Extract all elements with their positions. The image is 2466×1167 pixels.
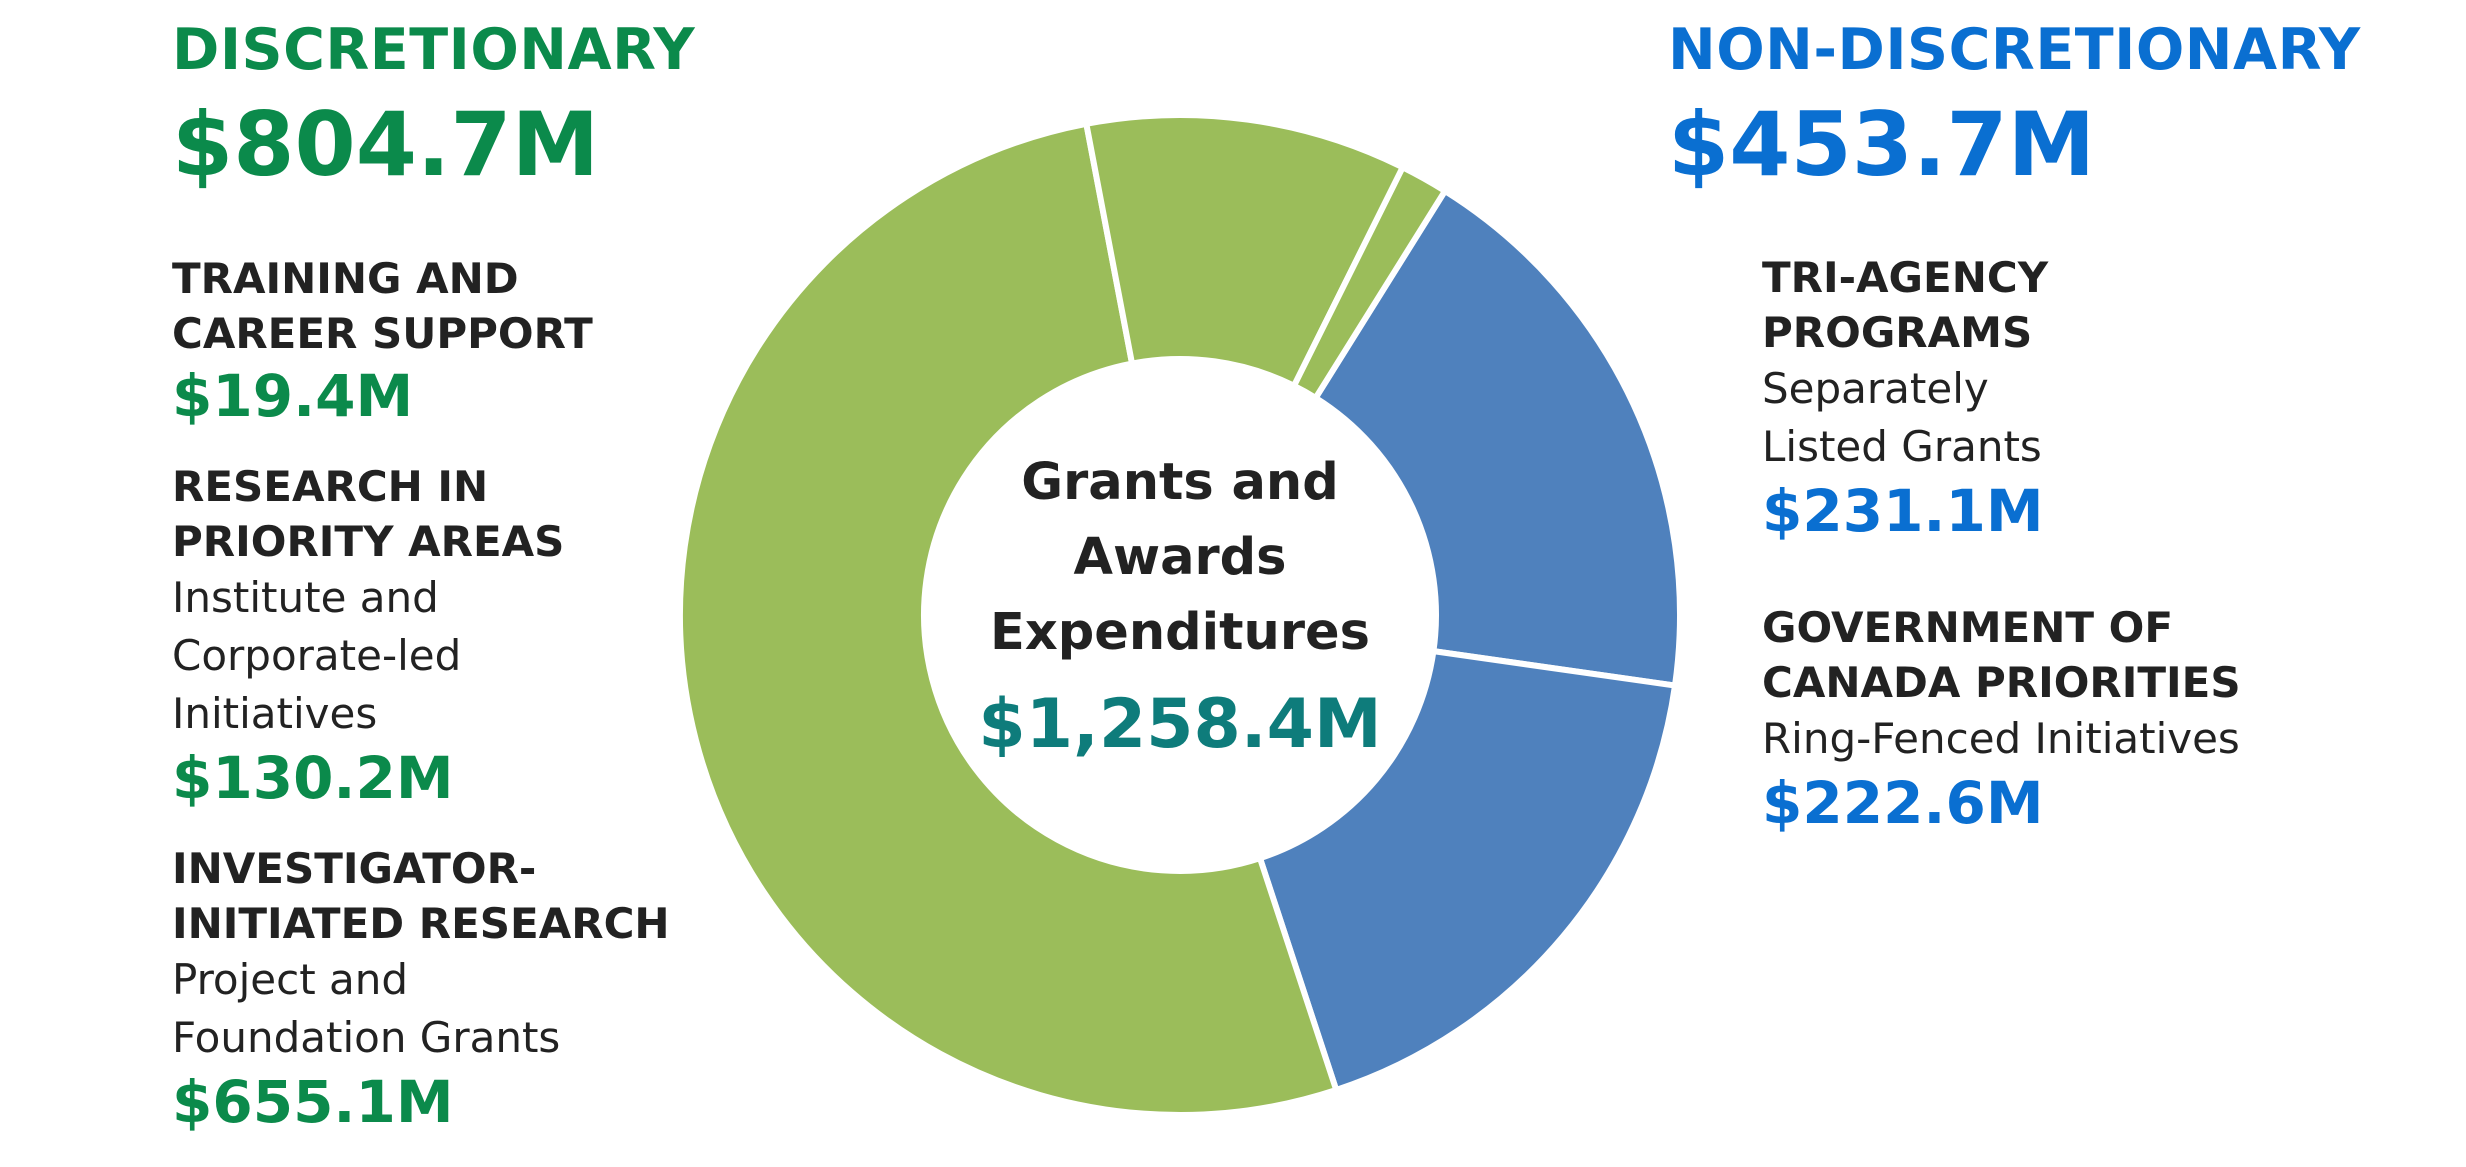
- donut-slice-government-of-canada-priorities: [1256, 647, 1679, 1094]
- legend-item-title: TRI-AGENCY PROGRAMS: [1762, 253, 2049, 357]
- non-discretionary-panel: NON-DISCRETIONARY $453.7M: [1668, 22, 2408, 189]
- donut-slice-research-in-priority-areas: [1082, 112, 1407, 390]
- legend-item-government: GOVERNMENT OF CANADA PRIORITIES Ring-Fen…: [1762, 600, 2442, 832]
- legend-item-investigator: INVESTIGATOR- INITIATED RESEARCH Project…: [172, 841, 792, 1131]
- discretionary-total: $804.7M: [172, 93, 600, 196]
- donut-slice-training-and-career-support: [1290, 163, 1450, 403]
- legend-item-description: Separately Listed Grants: [1762, 364, 2042, 471]
- legend-item-amount: $231.1M: [1762, 477, 2044, 545]
- legend-item-description: Institute and Corporate-led Initiatives: [172, 573, 462, 738]
- donut-slice-tri-agency-programs: [1311, 186, 1683, 689]
- non-discretionary-items: TRI-AGENCY PROGRAMS Separately Listed Gr…: [1762, 250, 2442, 866]
- legend-item-description: Ring-Fenced Initiatives: [1762, 714, 2240, 763]
- legend-item-title: GOVERNMENT OF CANADA PRIORITIES: [1762, 603, 2241, 707]
- legend-item-amount: $130.2M: [172, 744, 454, 812]
- center-total: $1,258.4M: [978, 685, 1382, 764]
- legend-item-title: RESEARCH IN PRIORITY AREAS: [172, 462, 565, 566]
- non-discretionary-total: $453.7M: [1668, 93, 2096, 196]
- center-title: Grants and Awards Expenditures: [990, 453, 1370, 662]
- legend-item-priority-areas: RESEARCH IN PRIORITY AREAS Institute and…: [172, 459, 792, 807]
- legend-item-description: Project and Foundation Grants: [172, 955, 561, 1062]
- legend-item-amount: $19.4M: [172, 362, 414, 430]
- legend-item-amount: $222.6M: [1762, 769, 2044, 837]
- discretionary-panel: DISCRETIONARY $804.7M TRAINING AND CAREE…: [172, 22, 792, 1165]
- legend-item-title: INVESTIGATOR- INITIATED RESEARCH: [172, 844, 670, 948]
- legend-item-training: TRAINING AND CAREER SUPPORT $19.4M: [172, 251, 792, 425]
- legend-item-title: TRAINING AND CAREER SUPPORT: [172, 254, 593, 358]
- non-discretionary-heading: NON-DISCRETIONARY: [1668, 17, 2361, 83]
- legend-item-amount: $655.1M: [172, 1068, 454, 1136]
- donut-slice-investigator-initiated-research: [677, 120, 1341, 1118]
- discretionary-heading: DISCRETIONARY: [172, 17, 696, 83]
- legend-item-tri-agency: TRI-AGENCY PROGRAMS Separately Listed Gr…: [1762, 250, 2442, 540]
